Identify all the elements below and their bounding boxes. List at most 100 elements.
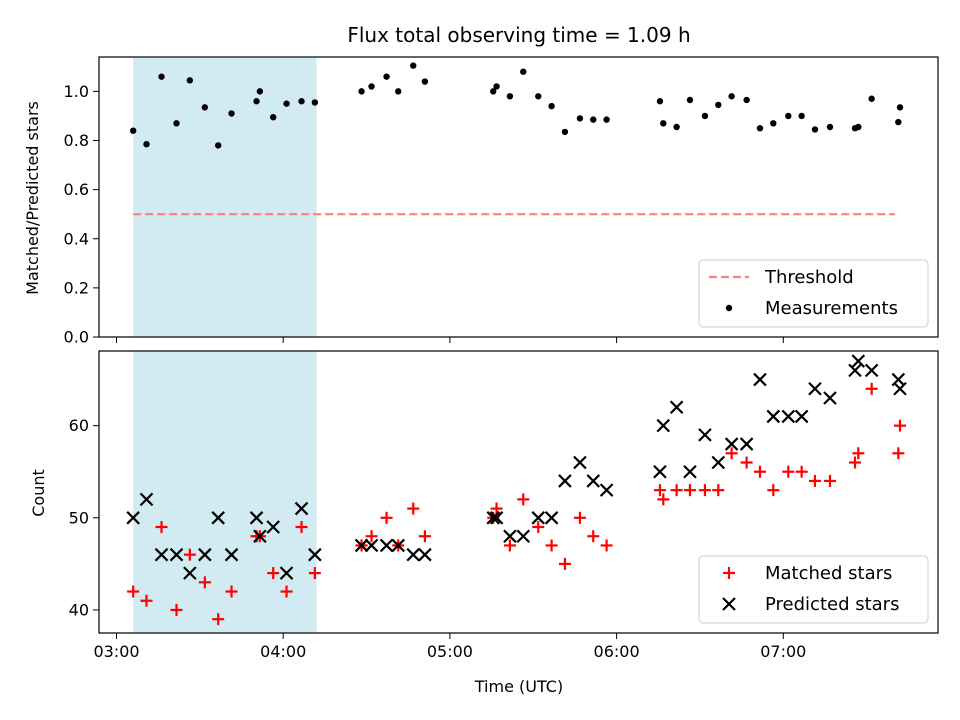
bottom-point-x-15 <box>364 538 379 553</box>
top-point-dot-21 <box>493 83 500 90</box>
bottom-point-x-33-b <box>683 464 697 479</box>
top-legend-label-0: Measurements <box>765 298 898 319</box>
top-point-dot-23 <box>520 68 527 75</box>
bottom-point-x-19 <box>418 547 432 562</box>
bottom-point-x-7 <box>224 547 239 562</box>
bottom-point-x-13 <box>308 547 322 562</box>
bottom-point-plus-15 <box>365 530 378 543</box>
bottom-point-x-0 <box>126 511 140 525</box>
top-point-dot-15 <box>368 83 375 90</box>
bottom-point-plus-28 <box>587 530 600 543</box>
bottom-point-plus-10 <box>267 567 280 580</box>
bottom-point-x-38-b <box>753 372 767 387</box>
top-point-dot-40 <box>785 112 792 120</box>
bottom-point-x-15-b <box>364 538 379 553</box>
bottom-point-plus-30 <box>653 484 666 497</box>
bottom-point-plus-46 <box>865 382 878 395</box>
top-point-dot-37 <box>743 96 750 104</box>
bottom-axes-frame <box>98 350 939 634</box>
bottom-point-plus-3 <box>170 603 183 616</box>
bottom-point-x-31 <box>656 418 671 433</box>
top-shaded-span <box>133 57 317 337</box>
top-point-dot-45 <box>855 123 862 131</box>
bottom-point-plus-19 <box>418 530 431 543</box>
top-point-dot-47 <box>895 118 902 126</box>
bottom-legend: Matched stars Predicted stars <box>698 555 929 624</box>
top-y-tick-label-3: 0.6 <box>64 180 89 199</box>
top-point-dot-29 <box>603 116 610 123</box>
top-y-tick-label-1: 0.2 <box>64 278 89 297</box>
bottom-point-x-30-b <box>653 464 667 479</box>
bottom-point-x-8-b <box>249 511 264 525</box>
bottom-legend-swatch-1 <box>722 597 736 611</box>
top-point-dot-20 <box>490 88 497 95</box>
bottom-point-plus-37 <box>740 456 753 469</box>
x-tick-label-1: 04:00 <box>260 642 306 661</box>
bottom-point-x-0-b <box>126 511 140 525</box>
top-point-dot-2 <box>158 73 165 80</box>
bottom-point-plus-48 <box>893 419 906 432</box>
bottom-point-x-40-b <box>781 409 796 424</box>
bottom-point-x-2-b <box>154 547 169 562</box>
top-point-dot-10 <box>270 113 277 121</box>
bottom-legend-label-1: Predicted stars <box>765 594 899 615</box>
bottom-point-x-45 <box>851 354 866 368</box>
bottom-legend-box <box>698 555 929 624</box>
bottom-point-plus-26 <box>558 557 571 570</box>
top-point-dot-17 <box>395 88 402 95</box>
bottom-point-x-23 <box>516 529 531 544</box>
bottom-panel: 40 50 60 03:00 04:00 05:00 06:00 07:00 Matched s… <box>69 350 939 661</box>
bottom-y-axis-label: Count <box>29 469 48 517</box>
bottom-point-x-36 <box>724 437 739 451</box>
top-point-dot-38 <box>756 125 764 132</box>
top-point-dot-7 <box>228 110 235 117</box>
top-point-dot-27 <box>576 115 584 122</box>
bottom-point-plus-45 <box>852 447 865 460</box>
bottom-point-x-18 <box>406 547 421 562</box>
top-legend-box <box>698 259 929 328</box>
top-point-dot-19 <box>421 78 429 85</box>
bottom-legend-label-0: Matched stars <box>765 563 892 584</box>
bottom-point-x-8 <box>249 511 264 525</box>
bottom-point-plus-43 <box>823 474 836 487</box>
bottom-legend-swatch-1-b <box>722 597 736 611</box>
chart-title: Flux total observing time = 1.09 h <box>347 23 690 47</box>
bottom-point-x-10-b <box>266 520 280 534</box>
top-point-dot-41 <box>798 112 805 120</box>
bottom-series-x <box>126 354 907 580</box>
bottom-point-plus-6 <box>212 613 225 626</box>
bottom-point-plus-16 <box>380 511 393 524</box>
top-point-dot-5 <box>201 104 209 111</box>
top-point-dot-26 <box>561 128 569 136</box>
bottom-point-x-1 <box>139 492 154 507</box>
bottom-point-plus-25 <box>545 539 558 552</box>
bottom-point-plus-47 <box>892 447 905 460</box>
top-point-dot-30 <box>656 98 664 105</box>
bottom-point-x-39-b <box>766 409 781 424</box>
top-point-dot-13 <box>311 99 319 106</box>
bottom-point-x-2 <box>154 547 169 562</box>
bottom-point-x-14 <box>354 538 369 553</box>
top-y-tick-label-5: 1.0 <box>64 82 89 101</box>
bottom-point-x-11 <box>279 566 294 580</box>
bottom-point-plus-12 <box>295 521 308 534</box>
bottom-point-x-1-b <box>139 492 154 507</box>
top-y-axis-label: Matched/Predicted stars <box>23 101 42 295</box>
bottom-point-plus-44 <box>848 456 861 469</box>
top-series-dot <box>129 62 904 149</box>
bottom-point-plus-38 <box>753 465 766 478</box>
bottom-point-x-35 <box>711 455 726 470</box>
bottom-point-x-25-b <box>544 511 559 525</box>
bottom-point-plus-34 <box>698 484 711 497</box>
top-point-dot-0 <box>129 127 137 134</box>
bottom-point-plus-36 <box>725 447 738 460</box>
top-point-dot-4 <box>186 77 194 84</box>
bottom-point-x-34-b <box>698 428 712 442</box>
bottom-point-x-19-b <box>418 547 432 562</box>
bottom-point-x-12-b <box>294 501 309 516</box>
x-tick-label-0: 03:00 <box>93 642 139 661</box>
bottom-point-plus-40 <box>782 465 795 478</box>
bottom-point-plus-42 <box>808 474 821 487</box>
top-point-dot-24 <box>535 93 542 100</box>
top-point-dot-36 <box>728 93 735 100</box>
